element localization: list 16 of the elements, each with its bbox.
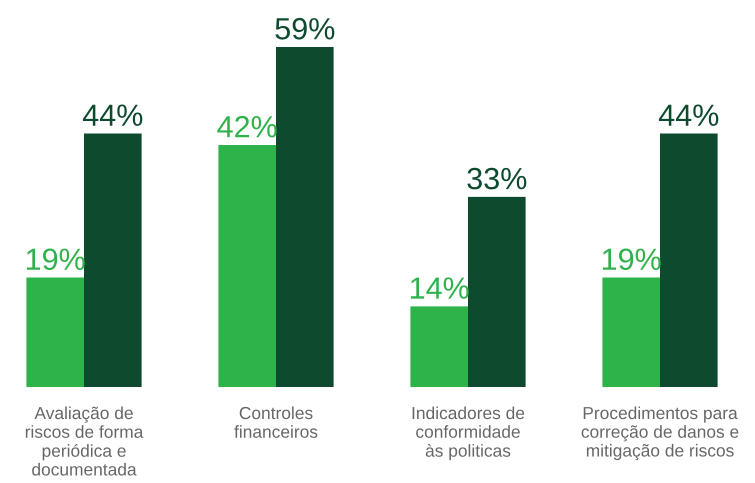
bar bbox=[26, 278, 84, 387]
x-tick-label: Procedimentos para correção de danos e mitigação de riscos bbox=[582, 406, 738, 460]
data-label: 44% bbox=[82, 104, 142, 126]
x-tick-label: Indicadores de conformidade às politicas bbox=[412, 406, 524, 460]
bar bbox=[468, 196, 526, 387]
bar bbox=[276, 47, 334, 387]
bar bbox=[602, 278, 660, 387]
bar bbox=[84, 133, 142, 387]
x-tick-label: Controles financeiros bbox=[234, 406, 318, 438]
data-label: 44% bbox=[658, 104, 718, 126]
bar bbox=[218, 144, 276, 387]
data-label: 59% bbox=[275, 18, 334, 40]
x-tick-label: Avaliação de riscos de forma periódica e documentada bbox=[26, 406, 144, 476]
bar bbox=[410, 306, 468, 387]
data-label: 33% bbox=[467, 168, 526, 190]
bar bbox=[660, 133, 718, 387]
